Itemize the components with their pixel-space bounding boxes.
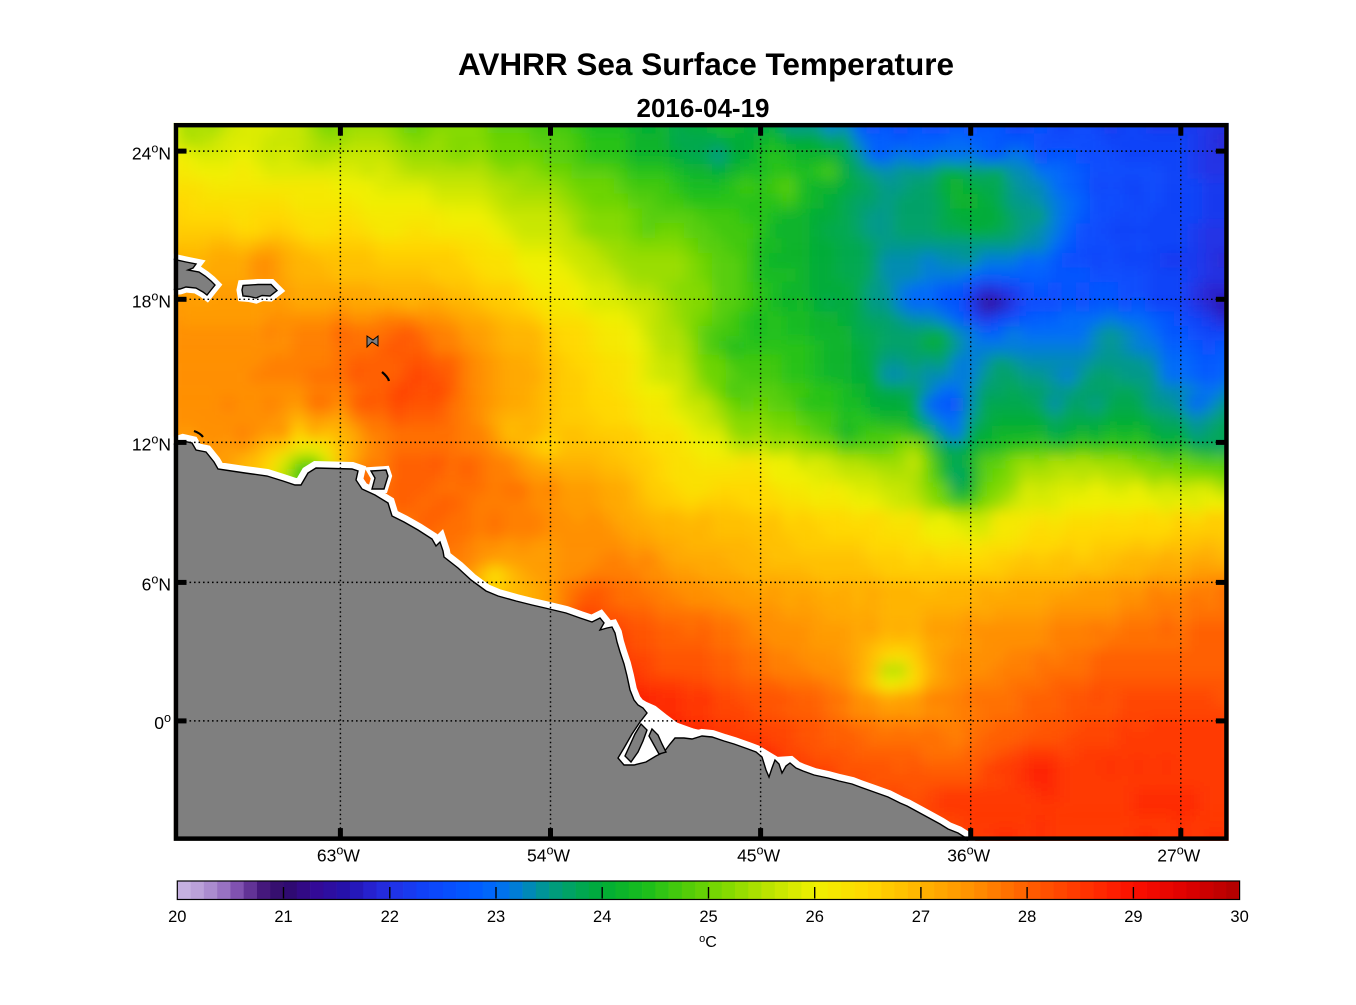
svg-text:24: 24 xyxy=(593,908,611,926)
svg-text:20: 20 xyxy=(168,908,186,926)
svg-text:45oW: 45oW xyxy=(737,844,780,866)
svg-text:29: 29 xyxy=(1124,908,1142,926)
svg-text:12oN: 12oN xyxy=(132,433,171,455)
svg-text:6oN: 6oN xyxy=(142,573,171,595)
svg-text:2016-04-19: 2016-04-19 xyxy=(637,93,770,123)
svg-text:22: 22 xyxy=(381,908,399,926)
svg-text:18oN: 18oN xyxy=(132,290,171,312)
svg-text:28: 28 xyxy=(1018,908,1036,926)
svg-text:24oN: 24oN xyxy=(132,141,171,163)
svg-text:oC: oC xyxy=(699,933,717,951)
svg-text:27oW: 27oW xyxy=(1157,844,1200,866)
svg-text:30: 30 xyxy=(1230,908,1248,926)
svg-text:AVHRR Sea Surface Temperature: AVHRR Sea Surface Temperature xyxy=(458,46,954,82)
svg-text:21: 21 xyxy=(274,908,292,926)
svg-text:63oW: 63oW xyxy=(317,844,360,866)
svg-text:23: 23 xyxy=(487,908,505,926)
svg-text:54oW: 54oW xyxy=(527,844,570,866)
svg-text:26: 26 xyxy=(806,908,824,926)
svg-text:36oW: 36oW xyxy=(947,844,990,866)
svg-text:25: 25 xyxy=(699,908,717,926)
svg-text:27: 27 xyxy=(912,908,930,926)
